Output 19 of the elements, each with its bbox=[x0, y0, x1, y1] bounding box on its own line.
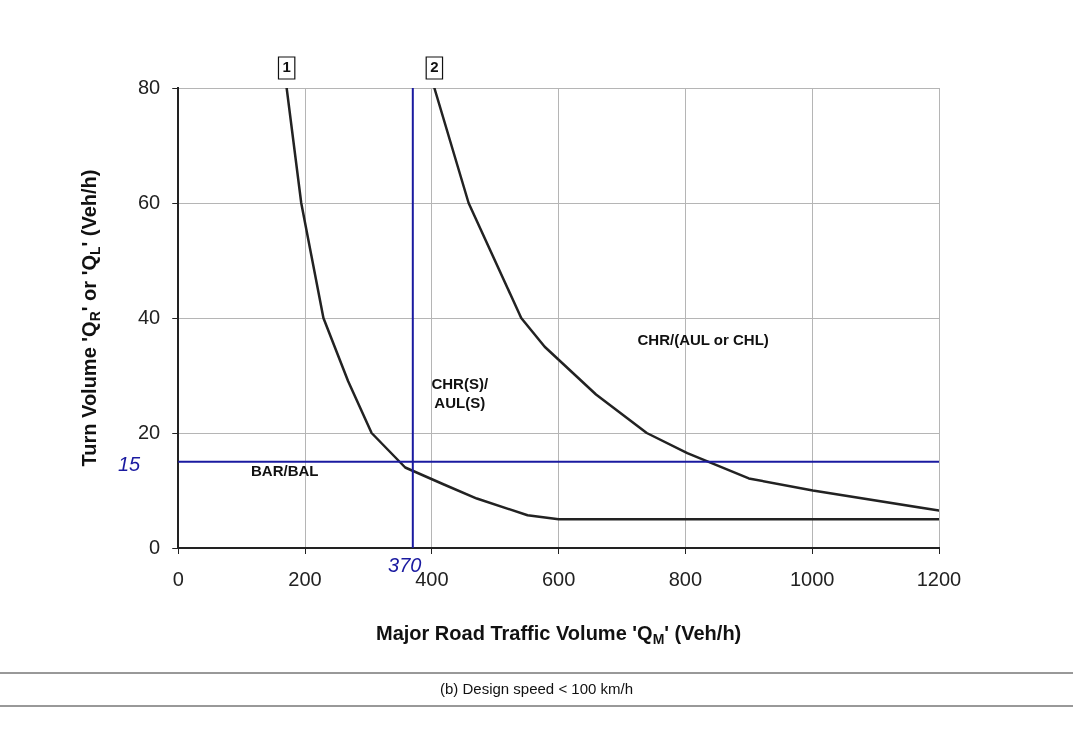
annotation: 2 bbox=[430, 58, 439, 76]
text: (b) Design speed < 100 km/h bbox=[439, 680, 634, 698]
y-tick-label: 0 bbox=[149, 535, 161, 558]
y-tick-label: 40 bbox=[138, 305, 161, 328]
annotation: CHR(S)/ AUL(S) bbox=[431, 374, 489, 411]
x-tick-label: 1000 bbox=[789, 567, 835, 590]
x-tick-label: 200 bbox=[288, 567, 322, 590]
y-tick-label: 20 bbox=[138, 420, 161, 443]
y-tick-label: 80 bbox=[138, 75, 161, 98]
y-tick-label: 60 bbox=[138, 190, 161, 213]
x-tick-label: 600 bbox=[541, 567, 576, 590]
annotation: 1 bbox=[282, 58, 291, 76]
ref-line-label: 15 bbox=[118, 453, 142, 476]
x-tick-label: 0 bbox=[172, 567, 184, 590]
annotation: CHR/(AUL or CHL) bbox=[637, 331, 769, 349]
y-axis-title: Turn Volume 'QR' or 'QL' (Veh/h) bbox=[77, 169, 104, 467]
annotation: BAR/BAL bbox=[251, 462, 319, 480]
x-tick-label: 800 bbox=[668, 567, 703, 590]
x-tick-label: 1200 bbox=[916, 567, 962, 590]
